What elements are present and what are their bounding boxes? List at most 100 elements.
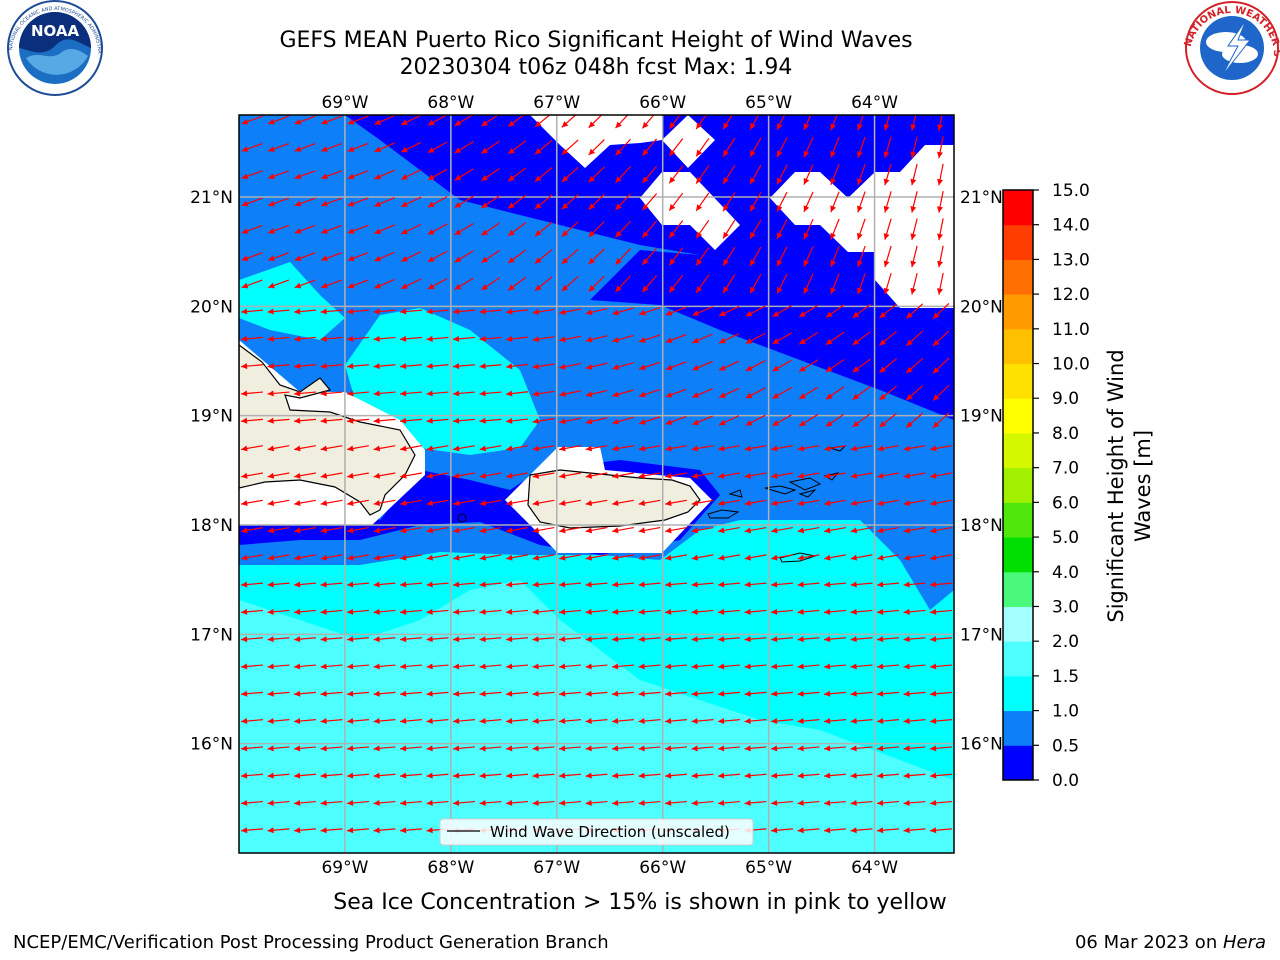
wave-direction-arrow bbox=[638, 526, 661, 534]
wave-direction-arrow bbox=[400, 169, 422, 180]
wave-direction-arrow bbox=[534, 194, 553, 210]
wave-direction-arrow bbox=[803, 115, 812, 131]
lon-tick-bottom: 66°W bbox=[639, 858, 686, 878]
wave-direction-arrow bbox=[776, 164, 788, 185]
wave-direction-arrow bbox=[937, 218, 944, 241]
lon-tick-bottom: 64°W bbox=[851, 858, 898, 878]
lon-tick-bottom: 67°W bbox=[533, 858, 580, 878]
map-subtitle: 20230304 t06z 048h fcst Max: 1.94 bbox=[399, 55, 793, 80]
wave-direction-arrow bbox=[744, 499, 767, 507]
wave-direction-arrow bbox=[770, 690, 794, 697]
wave-direction-arrow bbox=[267, 827, 290, 834]
wave-direction-arrow bbox=[294, 855, 316, 861]
wave-direction-arrow bbox=[910, 163, 918, 186]
wave-direction-arrow bbox=[452, 417, 476, 424]
colorbar-segment bbox=[1003, 398, 1033, 434]
wave-direction-arrow bbox=[373, 745, 396, 752]
wave-direction-arrow bbox=[532, 390, 555, 397]
colorbar-segment bbox=[1003, 502, 1033, 538]
wave-direction-arrow bbox=[611, 581, 635, 588]
wave-direction-arrow bbox=[373, 308, 396, 315]
wave-direction-arrow bbox=[797, 554, 820, 561]
wave-direction-arrow bbox=[267, 224, 290, 234]
wave-direction-arrow bbox=[240, 827, 264, 834]
wave-direction-arrow bbox=[240, 799, 264, 806]
wave-direction-arrow bbox=[267, 799, 290, 806]
wave-direction-arrow bbox=[320, 690, 343, 697]
wave-direction-arrow bbox=[691, 772, 714, 779]
wave-direction-arrow bbox=[506, 526, 528, 534]
wave-direction-arrow bbox=[241, 554, 263, 561]
wave-height-0-0.5-north bbox=[345, 115, 954, 330]
wave-direction-arrow bbox=[293, 772, 317, 779]
wave-direction-arrow bbox=[830, 136, 840, 158]
wave-direction-arrow bbox=[399, 417, 423, 424]
wave-direction-arrow bbox=[903, 499, 926, 507]
wave-direction-arrow bbox=[772, 387, 792, 399]
colorbar-label: Significant Height of Wind Waves [m] bbox=[1104, 349, 1155, 622]
wave-direction-arrow bbox=[825, 413, 845, 428]
wave-direction-arrow bbox=[903, 636, 926, 643]
wave-direction-arrow bbox=[615, 193, 631, 211]
wave-direction-arrow bbox=[479, 608, 502, 615]
wave-direction-arrow bbox=[611, 718, 635, 725]
land-virgin-islands bbox=[728, 445, 847, 498]
wave-direction-arrow bbox=[373, 718, 396, 725]
wave-direction-arrow bbox=[883, 115, 891, 131]
wave-direction-arrow bbox=[772, 414, 792, 427]
wave-direction-arrow bbox=[876, 608, 900, 615]
wave-direction-arrow bbox=[453, 499, 475, 507]
wave-direction-arrow bbox=[373, 608, 396, 615]
wave-direction-arrow bbox=[241, 142, 263, 152]
wave-direction-arrow bbox=[558, 581, 582, 588]
wave-direction-arrow bbox=[879, 330, 897, 346]
colorbar-segment bbox=[1003, 190, 1033, 226]
wave-direction-arrow bbox=[638, 361, 661, 371]
wave-direction-arrow bbox=[558, 772, 582, 779]
wave-direction-arrow bbox=[320, 170, 343, 180]
wave-direction-arrow bbox=[664, 636, 688, 643]
wave-direction-arrow bbox=[585, 335, 608, 343]
colorbar-segment bbox=[1003, 328, 1033, 365]
wave-direction-arrow bbox=[615, 275, 631, 293]
wave-direction-arrow bbox=[877, 445, 899, 452]
map-frame bbox=[238, 114, 955, 854]
wave-direction-arrow bbox=[454, 168, 474, 181]
wave-direction-arrow bbox=[532, 745, 555, 752]
wave-direction-arrow bbox=[399, 690, 423, 697]
wave-direction-arrow bbox=[505, 663, 529, 670]
wave-direction-arrow bbox=[346, 690, 370, 697]
wave-direction-arrow bbox=[722, 219, 736, 239]
wave-direction-arrow bbox=[479, 745, 502, 752]
wave-direction-arrow bbox=[615, 220, 631, 238]
wave-direction-arrow bbox=[561, 139, 579, 156]
wave-direction-arrow bbox=[665, 361, 687, 371]
wave-direction-arrow bbox=[824, 472, 846, 479]
wave-direction-arrow bbox=[373, 636, 396, 643]
colorbar-tick-label: 4.0 bbox=[1052, 563, 1079, 583]
wave-direction-arrow bbox=[294, 279, 316, 289]
wave-direction-arrow bbox=[664, 581, 688, 588]
land-mona-island bbox=[457, 513, 467, 523]
wave-direction-arrow bbox=[426, 308, 449, 315]
wave-direction-arrow bbox=[638, 690, 661, 697]
wave-direction-arrow bbox=[506, 335, 528, 342]
wave-direction-arrow bbox=[320, 827, 343, 834]
wave-direction-arrow bbox=[267, 663, 290, 670]
wave-direction-arrow bbox=[426, 363, 449, 370]
wave-direction-arrow bbox=[427, 250, 448, 263]
wave-direction-arrow bbox=[505, 745, 529, 752]
wave-direction-arrow bbox=[320, 772, 343, 779]
wave-direction-arrow bbox=[611, 663, 635, 670]
wave-direction-arrow bbox=[559, 472, 581, 479]
wave-direction-arrow bbox=[932, 330, 950, 347]
wave-direction-arrow bbox=[797, 499, 820, 507]
wave-direction-arrow bbox=[823, 690, 847, 697]
wave-direction-arrow bbox=[932, 412, 950, 429]
colorbar-segment bbox=[1003, 537, 1033, 573]
wave-direction-arrow bbox=[373, 499, 396, 507]
wave-direction-arrow bbox=[850, 745, 873, 752]
colorbar-segment bbox=[1003, 641, 1033, 677]
wave-direction-arrow bbox=[615, 115, 629, 129]
wave-direction-arrow bbox=[374, 142, 395, 153]
